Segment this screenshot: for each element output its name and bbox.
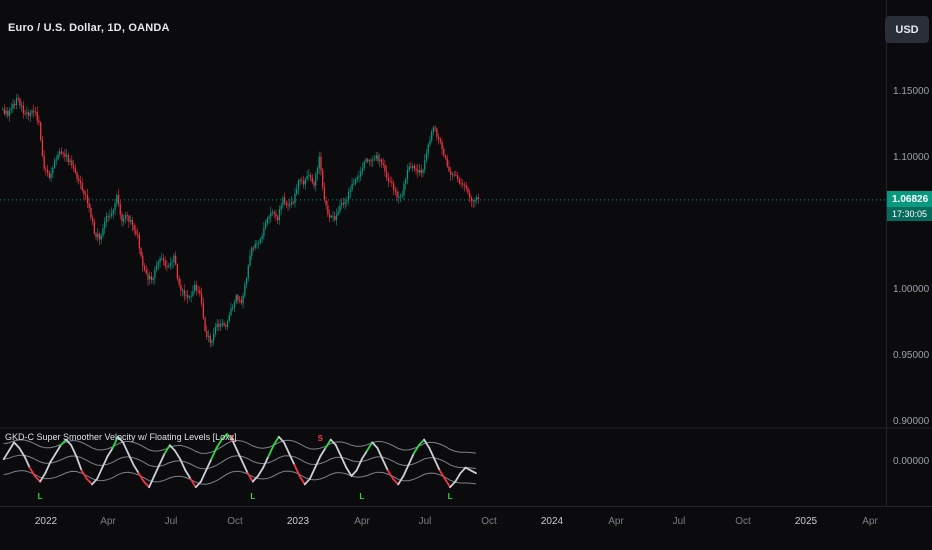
- time-axis-label: Apr: [608, 516, 624, 527]
- svg-text:S: S: [318, 434, 324, 443]
- symbol-legend[interactable]: Euro / U.S. Dollar, 1D, OANDA: [8, 22, 170, 34]
- price-axis[interactable]: 1.06826 17:30:05 0.00000 1.15000 1.10000 1…: [886, 0, 932, 506]
- last-price-badge: 1.06826 17:30:05: [887, 191, 932, 221]
- indicator-legend[interactable]: GKD-C Super Smoother Velocity w/ Floatin…: [5, 432, 237, 442]
- time-axis-label: Oct: [227, 516, 243, 527]
- time-axis-label: Apr: [354, 516, 370, 527]
- time-axis[interactable]: 2022 Apr Jul Oct 2023 Apr Jul Oct 2024 Apr Jul Oct 2…: [0, 506, 932, 550]
- price-tick-label: 1.10000: [893, 152, 930, 163]
- time-axis-label: Jul: [672, 516, 686, 527]
- time-axis-label: Oct: [481, 516, 497, 527]
- time-axis-label: Jul: [164, 516, 178, 527]
- time-axis-label: 2025: [794, 516, 818, 527]
- bar-countdown: 17:30:05: [887, 207, 932, 221]
- time-axis-label: Apr: [862, 516, 878, 527]
- indicator-zero-tick: 0.00000: [893, 456, 930, 467]
- svg-text:L: L: [38, 492, 43, 501]
- time-axis-label: Oct: [735, 516, 751, 527]
- time-axis-label: 2024: [540, 516, 564, 527]
- currency-toggle-button[interactable]: USD: [885, 16, 929, 43]
- time-axis-label: 2023: [286, 516, 310, 527]
- svg-text:L: L: [359, 492, 364, 501]
- price-tick-label: 0.95000: [893, 350, 930, 361]
- svg-text:S: S: [229, 434, 235, 443]
- svg-text:L: L: [448, 492, 453, 501]
- symbol-title: Euro / U.S. Dollar, 1D, OANDA: [8, 22, 170, 34]
- time-axis-label: Jul: [418, 516, 432, 527]
- last-price-value: 1.06826: [892, 194, 929, 205]
- indicator-title: GKD-C Super Smoother Velocity w/ Floatin…: [5, 432, 237, 442]
- price-tick-label: 1.15000: [893, 86, 930, 97]
- time-axis-label: Apr: [100, 516, 116, 527]
- time-axis-label: 2022: [34, 516, 58, 527]
- price-tick-label: 1.00000: [893, 284, 930, 295]
- price-tick-label: 0.90000: [893, 416, 930, 427]
- svg-text:L: L: [250, 492, 255, 501]
